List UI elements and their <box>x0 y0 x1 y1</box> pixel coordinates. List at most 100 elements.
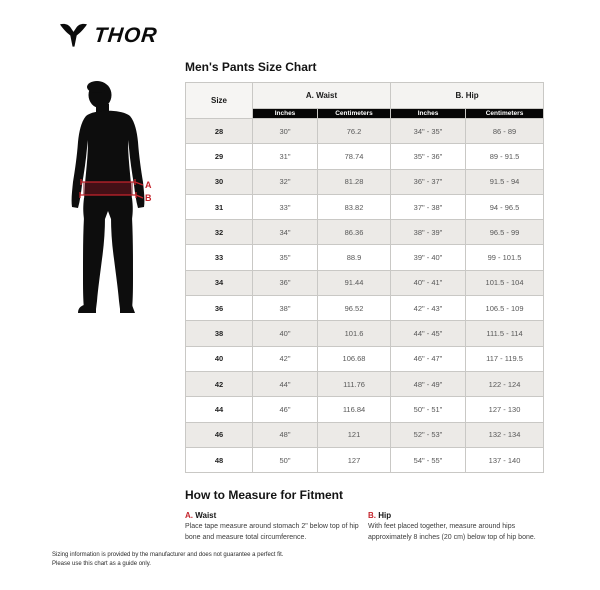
disclaimer-line-2: Please use this chart as a guide only. <box>52 561 151 568</box>
measure-waist-label: A. Waist <box>185 511 365 520</box>
size-cell: 28 <box>185 117 253 145</box>
measure-hip-prefix: B. <box>368 511 376 520</box>
table-row: 28 30" 76.2 34" - 35" 86 - 89 <box>185 117 545 145</box>
waist-cm-cell: 116.84 <box>316 396 392 423</box>
hip-cm-cell: 99 - 101.5 <box>465 244 545 271</box>
measure-hip-label: B. Hip <box>368 511 548 520</box>
thor-logo: THOR <box>60 22 159 49</box>
size-cell: 48 <box>185 446 253 474</box>
size-cell: 30 <box>185 168 253 195</box>
hip-cm-cell: 117 - 119.5 <box>465 345 545 372</box>
hip-inches-cell: 38" - 39" <box>390 219 467 246</box>
waist-inches-cell: 42" <box>252 345 318 372</box>
hip-inches-cell: 39" - 40" <box>390 244 467 271</box>
size-cell: 44 <box>185 396 253 423</box>
man-silhouette-icon <box>71 81 145 313</box>
waist-inches-cell: 48" <box>252 421 318 448</box>
table-row: 42 44" 111.76 48" - 49" 122 - 124 <box>185 370 545 398</box>
hip-cm-cell: 106.5 - 109 <box>465 295 545 322</box>
waist-cm-cell: 96.52 <box>316 295 392 322</box>
waist-cm-cell: 76.2 <box>316 117 392 145</box>
measure-hip-block: B. Hip With feet placed together, measur… <box>368 511 548 543</box>
waist-cm-cell: 127 <box>316 446 392 474</box>
table-row: 48 50" 127 54" - 55" 137 - 140 <box>185 446 545 474</box>
hip-inches-cell: 42" - 43" <box>390 295 467 322</box>
col-group-waist: A. Waist <box>251 82 392 109</box>
waist-cm-cell: 101.6 <box>316 320 392 347</box>
table-row: 40 42" 106.68 46" - 47" 117 - 119.5 <box>185 345 545 372</box>
waist-line-label: A <box>145 180 152 190</box>
hip-cm-cell: 89 - 91.5 <box>465 143 545 170</box>
table-row: 32 34" 86.36 38" - 39" 96.5 - 99 <box>185 219 545 246</box>
hip-inches-cell: 50" - 51" <box>390 396 467 423</box>
hip-cm-cell: 111.5 - 114 <box>465 320 545 347</box>
disclaimer-line-1: Sizing information is provided by the ma… <box>52 552 284 558</box>
waist-inches-cell: 44" <box>252 370 318 398</box>
col-header-size: Size <box>185 82 253 119</box>
hip-inches-cell: 35" - 36" <box>390 143 467 170</box>
thor-horns-icon <box>60 23 87 47</box>
size-cell: 31 <box>185 193 253 221</box>
hip-cm-cell: 127 - 130 <box>465 396 545 423</box>
table-row: 38 40" 101.6 44" - 45" 111.5 - 114 <box>185 320 545 347</box>
size-cell: 36 <box>185 295 253 322</box>
waist-inches-cell: 30" <box>252 117 318 145</box>
size-cell: 33 <box>185 244 253 271</box>
waist-inches-cell: 31" <box>252 143 318 170</box>
hip-cm-cell: 91.5 - 94 <box>465 168 545 195</box>
table-row: 44 46" 116.84 50" - 51" 127 - 130 <box>185 396 545 423</box>
hip-cm-cell: 96.5 - 99 <box>465 219 545 246</box>
measure-hip-text: With feet placed together, measure aroun… <box>368 523 536 541</box>
measure-waist-prefix: A. <box>185 511 193 520</box>
measurement-overlay: A B <box>79 179 152 203</box>
size-cell: 40 <box>185 345 253 372</box>
hip-inches-cell: 40" - 41" <box>390 269 467 297</box>
waist-inches-cell: 50" <box>252 446 318 474</box>
hip-inches-cell: 46" - 47" <box>390 345 467 372</box>
size-cell: 38 <box>185 320 253 347</box>
hip-cm-cell: 122 - 124 <box>465 370 545 398</box>
subcol-waist-inches: Inches <box>252 108 318 119</box>
waist-cm-cell: 91.44 <box>316 269 392 297</box>
waist-cm-cell: 121 <box>316 421 392 448</box>
measure-section: How to Measure for Fitment A. Waist Plac… <box>185 488 550 541</box>
waist-cm-cell: 88.9 <box>316 244 392 271</box>
table-row: 46 48" 121 52" - 53" 132 - 134 <box>185 421 545 448</box>
waist-inches-cell: 32" <box>252 168 318 195</box>
hip-inches-cell: 37" - 38" <box>390 193 467 221</box>
table-row: 36 38" 96.52 42" - 43" 106.5 - 109 <box>185 295 545 322</box>
hip-cm-cell: 86 - 89 <box>465 117 545 145</box>
waist-inches-cell: 35" <box>252 244 318 271</box>
table-row: 34 36" 91.44 40" - 41" 101.5 - 104 <box>185 269 545 297</box>
waist-cm-cell: 81.28 <box>316 168 392 195</box>
col-group-hip: B. Hip <box>390 82 545 109</box>
size-cell: 29 <box>185 143 253 170</box>
measure-waist-text: Place tape measure around stomach 2" bel… <box>185 523 359 541</box>
waist-inches-cell: 38" <box>252 295 318 322</box>
size-cell: 46 <box>185 421 253 448</box>
page-title: Men's Pants Size Chart <box>185 60 317 74</box>
waist-inches-cell: 34" <box>252 219 318 246</box>
waist-cm-cell: 106.68 <box>316 345 392 372</box>
subcol-waist-centimeters: Centimeters <box>316 108 392 119</box>
waist-cm-cell: 83.82 <box>316 193 392 221</box>
hip-inches-cell: 48" - 49" <box>390 370 467 398</box>
waist-inches-cell: 40" <box>252 320 318 347</box>
hip-inches-cell: 34" - 35" <box>390 117 467 145</box>
table-row: 33 35" 88.9 39" - 40" 99 - 101.5 <box>185 244 545 271</box>
waist-cm-cell: 86.36 <box>316 219 392 246</box>
size-cell: 34 <box>185 269 253 297</box>
hip-inches-cell: 52" - 53" <box>390 421 467 448</box>
table-row: 30 32" 81.28 36" - 37" 91.5 - 94 <box>185 168 545 195</box>
waist-inches-cell: 36" <box>252 269 318 297</box>
hip-line-label: B <box>145 193 152 203</box>
thor-wordmark: THOR <box>92 24 159 47</box>
table-row: 29 31" 78.74 35" - 36" 89 - 91.5 <box>185 143 545 170</box>
body-silhouette-figure: A B <box>71 81 152 313</box>
waist-inches-cell: 46" <box>252 396 318 423</box>
hip-cm-cell: 94 - 96.5 <box>465 193 545 221</box>
measure-waist-block: A. Waist Place tape measure around stoma… <box>185 511 365 543</box>
measure-hip-title: Hip <box>378 511 392 520</box>
table-row: 31 33" 83.82 37" - 38" 94 - 96.5 <box>185 193 545 221</box>
